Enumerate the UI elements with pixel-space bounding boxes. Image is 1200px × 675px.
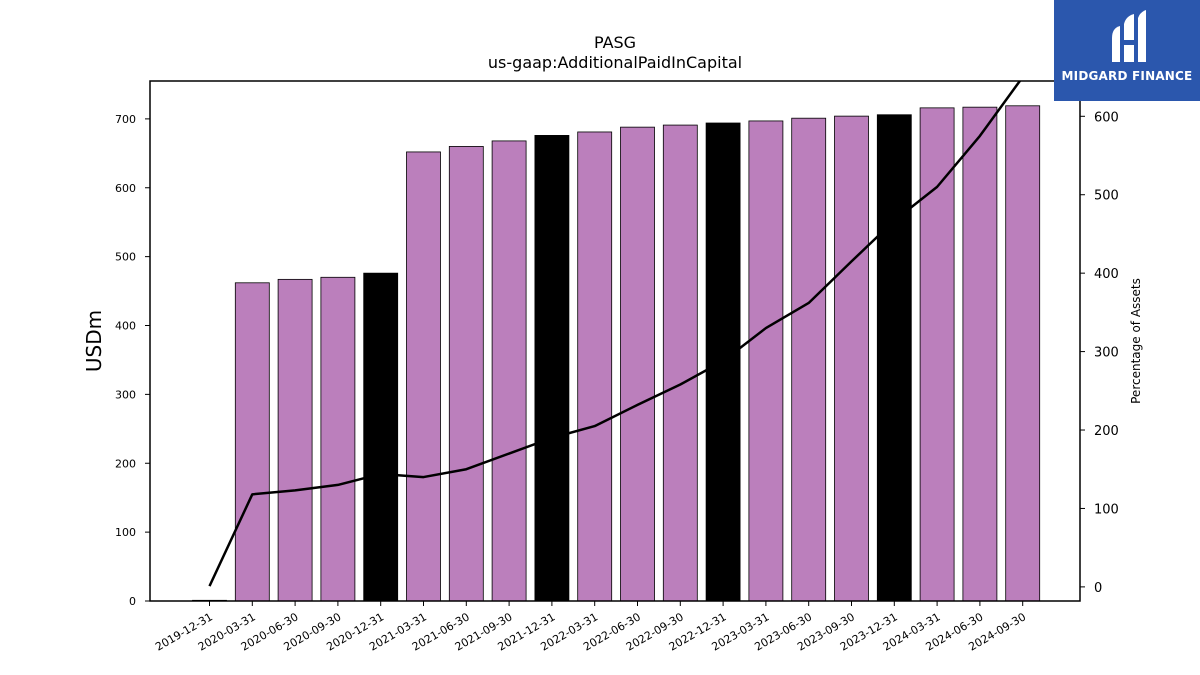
bar-2020-09-30 (320, 276, 356, 602)
y-tick-label-right-400: 400 (1094, 267, 1119, 282)
bar-2021-03-31 (406, 151, 441, 602)
bar-2020-12-31 (363, 272, 399, 602)
chart-subtitle: us-gaap:AdditionalPaidInCapital (488, 53, 742, 72)
bar-2021-09-30 (491, 140, 527, 602)
y-tick-label-left-400: 400 (115, 320, 136, 333)
bar-2023-03-31 (748, 120, 784, 602)
plot-frame (149, 80, 1081, 602)
bar-series (192, 105, 1041, 602)
bar-2023-12-31 (876, 114, 912, 602)
y-tick-label-left-100: 100 (115, 526, 136, 539)
y-tick-label-right-500: 500 (1094, 189, 1119, 204)
y-axis-label-left: USDm (82, 310, 106, 372)
y-tick-label-left-300: 300 (115, 388, 136, 401)
x-axis: 2019-12-312020-03-312020-06-302020-09-30… (153, 601, 1028, 654)
y-tick-label-left-200: 200 (115, 457, 136, 470)
y-tick-label-right-300: 300 (1094, 346, 1119, 361)
midgard-finance-logo: MIDGARD FINANCE (1054, 0, 1200, 101)
bar-2022-03-31 (577, 131, 613, 602)
bar-2020-06-30 (277, 278, 313, 602)
bar-2020-03-31 (234, 282, 270, 602)
bar-2021-06-30 (448, 146, 484, 602)
bar-2022-09-30 (662, 124, 698, 602)
y-tick-label-left-700: 700 (115, 113, 136, 126)
y-tick-label-left-0: 0 (129, 595, 136, 608)
y-tick-label-right-200: 200 (1094, 424, 1119, 439)
y-tick-label-right-100: 100 (1094, 502, 1119, 517)
bar-2024-06-30 (962, 106, 998, 602)
bar-2023-06-30 (791, 117, 827, 602)
bar-2024-09-30 (1005, 105, 1041, 602)
y-axis-label-right: Percentage of Assets (1129, 278, 1143, 404)
y-tick-label-right-0: 0 (1094, 581, 1102, 596)
y-tick-label-right-600: 600 (1094, 110, 1119, 125)
bar-2024-03-31 (919, 107, 955, 602)
line-series (208, 81, 1022, 587)
bar-2022-06-30 (620, 126, 655, 602)
bar-2021-12-31 (534, 135, 570, 602)
percentage-of-assets-line (208, 81, 1022, 587)
y-tick-label-left-500: 500 (115, 251, 136, 264)
y-tick-label-left-600: 600 (115, 182, 136, 195)
logo-text: MIDGARD FINANCE (1061, 69, 1193, 83)
logo-mark-icon (1112, 10, 1146, 62)
bar-2023-09-30 (834, 115, 869, 602)
chart-title: PASG (594, 33, 636, 52)
y-axis-left: 0 100 200 300 400 500 600 700 (115, 113, 150, 608)
y-axis-right: 0 100 200 300 400 500 600 (1080, 110, 1119, 596)
